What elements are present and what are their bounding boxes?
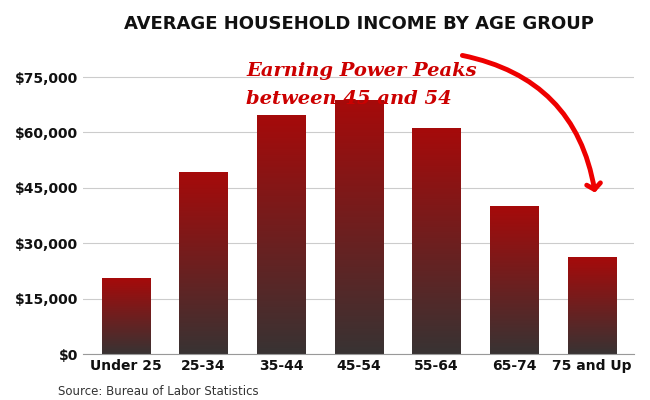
Text: between 45 and 54: between 45 and 54 [246, 90, 452, 108]
Title: AVERAGE HOUSEHOLD INCOME BY AGE GROUP: AVERAGE HOUSEHOLD INCOME BY AGE GROUP [124, 15, 593, 33]
Text: Earning Power Peaks: Earning Power Peaks [246, 62, 477, 80]
Text: Source: Bureau of Labor Statistics: Source: Bureau of Labor Statistics [58, 385, 259, 398]
